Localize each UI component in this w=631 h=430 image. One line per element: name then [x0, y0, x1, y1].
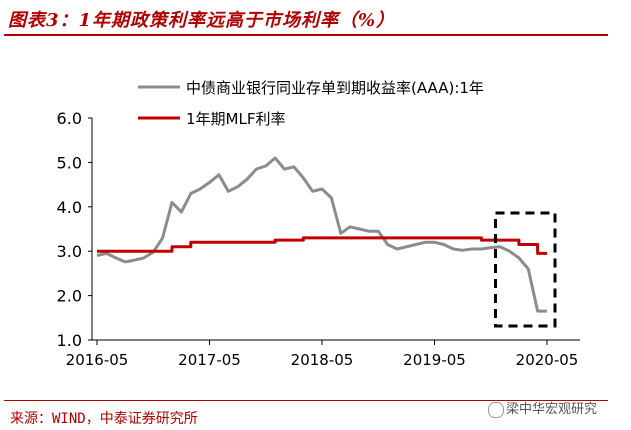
chart-annotations: [494, 211, 557, 328]
highlight-box: [494, 211, 557, 328]
chart-legend: 中债商业银行同业存单到期收益率(AAA):1年 1年期MLF利率: [138, 79, 484, 128]
legend-label-2: 1年期MLF利率: [186, 110, 285, 128]
series-line-2: [97, 236, 547, 255]
wechat-icon: [488, 401, 504, 418]
x-tick-label: 2016-05: [66, 351, 129, 369]
chart-axes: [91, 118, 580, 341]
x-axis-ticks: 2016-05 2017-05 2018-05 2019-05 2020-05: [66, 340, 579, 369]
legend-label-1: 中债商业银行同业存单到期收益率(AAA):1年: [186, 79, 484, 97]
x-tick-label: 2019-05: [403, 351, 466, 369]
source-note: 来源：WIND，中泰证券研究所: [10, 411, 198, 427]
y-tick-label: 1.0: [57, 331, 82, 350]
y-tick-label: 2.0: [57, 287, 82, 306]
chart-lines: [96, 156, 547, 313]
x-tick-label: 2020-05: [516, 351, 579, 369]
series-line-1: [96, 156, 547, 313]
y-tick-label: 5.0: [57, 153, 82, 172]
x-tick-label: 2018-05: [291, 351, 354, 369]
chart-title: 图表3：1年期政策利率远高于市场利率（%）: [8, 10, 396, 31]
watermark-text: 梁中华宏观研究: [506, 402, 598, 417]
y-tick-label: 6.0: [57, 109, 82, 128]
y-axis-ticks: 1.0 2.0 3.0 4.0 5.0 6.0: [57, 109, 92, 350]
x-tick-label: 2017-05: [178, 351, 241, 369]
footer-divider: [4, 400, 608, 401]
y-tick-label: 4.0: [57, 198, 82, 217]
watermark: 梁中华宏观研究: [488, 398, 597, 418]
title-divider: [4, 34, 608, 36]
y-tick-label: 3.0: [57, 242, 82, 261]
